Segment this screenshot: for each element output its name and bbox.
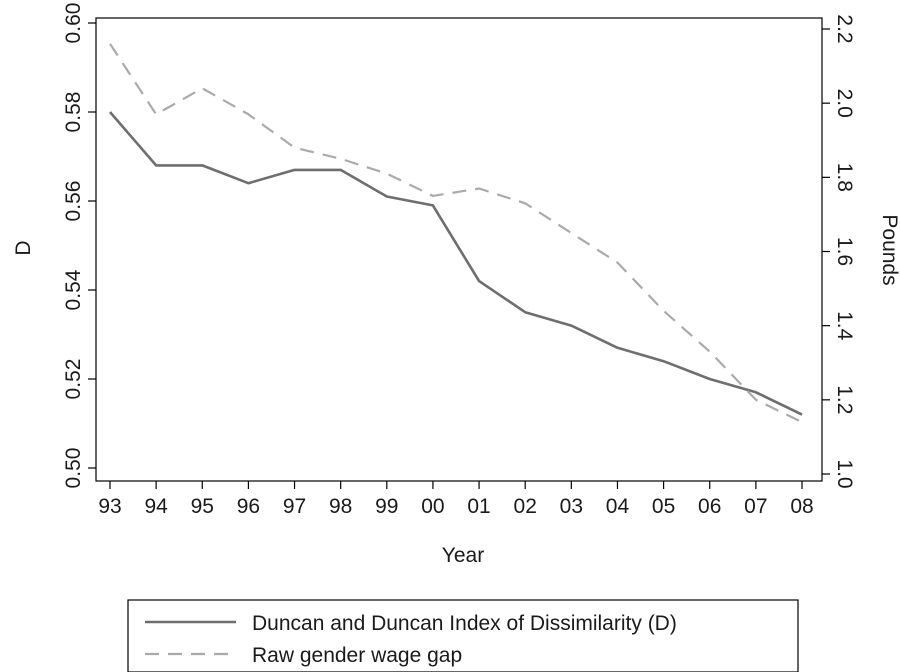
x-axis-title: Year [442, 544, 484, 567]
x-tick-label: 05 [652, 495, 675, 518]
duncan-index-line [109, 111, 803, 416]
x-tick-label: 95 [191, 495, 214, 518]
right-tick-label: 2.2 [833, 14, 856, 43]
legend-box [127, 599, 799, 672]
series-layer [109, 43, 803, 424]
x-tick-label: 06 [698, 495, 721, 518]
right-axis-title: Pounds [878, 214, 900, 285]
left-tick-label: 0.60 [62, 3, 85, 44]
x-tick-label: 07 [744, 495, 767, 518]
right-axis-ticks: 1.0 1.2 1.4 1.6 1.8 2.0 2.2 [822, 14, 856, 489]
x-tick-label: 93 [98, 495, 121, 518]
right-tick-label: 2.0 [833, 89, 856, 118]
left-axis-title: D [12, 240, 35, 255]
x-tick-label: 00 [421, 495, 444, 518]
x-tick-label: 99 [375, 495, 398, 518]
x-tick-label: 02 [514, 495, 537, 518]
x-tick-label: 04 [606, 495, 630, 518]
right-tick-label: 1.8 [833, 163, 856, 192]
x-tick-label: 98 [329, 495, 352, 518]
left-tick-label: 0.50 [62, 448, 85, 489]
x-tick-label: 01 [467, 495, 490, 518]
x-tick-label: 03 [560, 495, 583, 518]
right-tick-label: 1.0 [833, 459, 856, 488]
x-tick-label: 94 [144, 495, 168, 518]
right-tick-label: 1.6 [833, 237, 856, 266]
left-tick-label: 0.58 [62, 92, 85, 133]
left-axis-ticks: 0.50 0.52 0.54 0.56 0.58 0.60 [62, 3, 96, 489]
plot-frame [95, 17, 823, 482]
legend-label-wage-gap: Raw gender wage gap [252, 644, 462, 667]
left-tick-label: 0.56 [62, 181, 85, 222]
x-tick-label: 97 [283, 495, 306, 518]
legend: Duncan and Duncan Index of Dissimilarity… [127, 599, 799, 672]
right-tick-label: 1.2 [833, 385, 856, 414]
x-tick-label: 08 [790, 495, 813, 518]
left-tick-label: 0.52 [62, 359, 85, 400]
wage-gap-line [109, 43, 803, 424]
x-axis-ticks: 93 94 95 96 97 98 99 00 01 02 03 04 05 06 07 08 [98, 481, 814, 518]
x-tick-label: 96 [237, 495, 260, 518]
right-tick-label: 1.4 [833, 311, 856, 341]
legend-label-duncan-index: Duncan and Duncan Index of Dissimilarity… [252, 612, 677, 635]
left-tick-label: 0.54 [62, 269, 85, 310]
